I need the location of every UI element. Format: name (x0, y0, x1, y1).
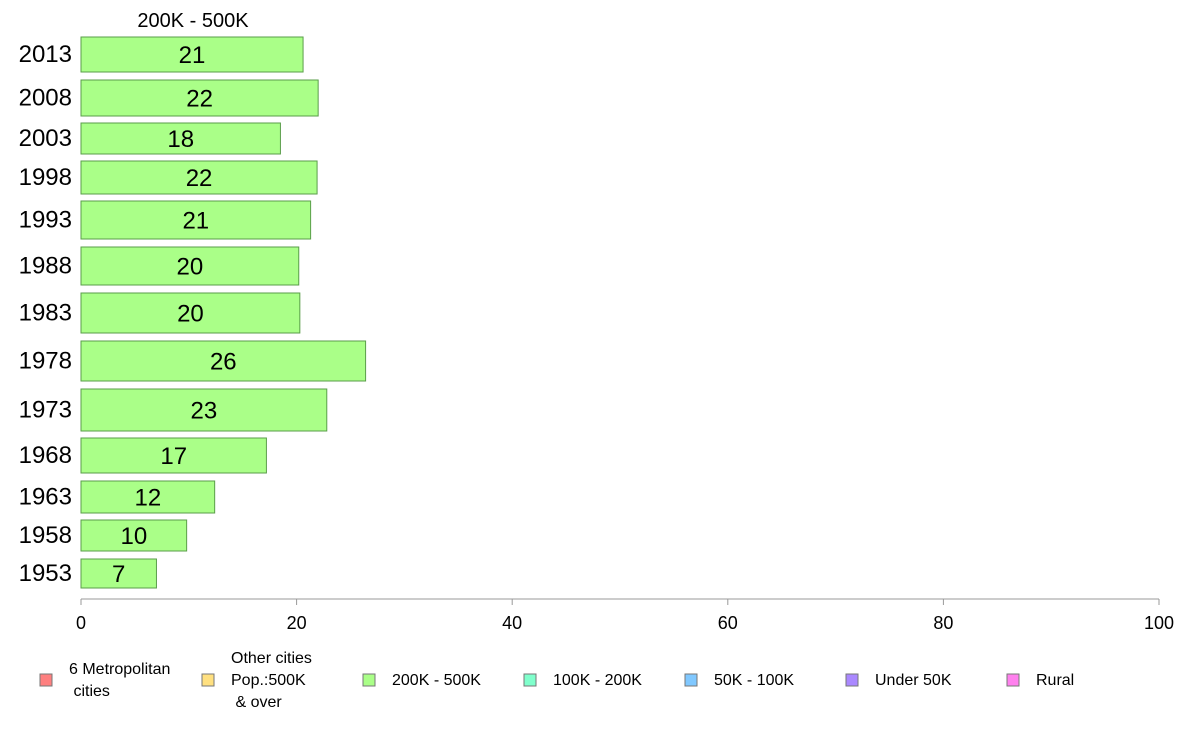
legend-label-line: 100K - 200K (553, 672, 642, 689)
year-label-2003: 2003 (19, 125, 72, 152)
year-label-1973: 1973 (19, 397, 72, 424)
data-label-2008: 22 (186, 86, 213, 113)
legend-label-5: Under 50K (875, 672, 952, 689)
x-tick-label-0: 0 (76, 613, 86, 633)
bar-1983 (80, 292, 301, 334)
year-label-2013: 2013 (19, 41, 72, 68)
year-label-1998: 1998 (19, 164, 72, 191)
legend-label-1: Other cities Pop.:500K & over (231, 650, 312, 711)
data-label-1998: 22 (186, 165, 213, 192)
legend-swatch-3 (523, 673, 537, 687)
bar-1968 (80, 437, 267, 474)
x-tick-label-40: 40 (502, 613, 522, 633)
legend-swatch-6 (1006, 673, 1020, 687)
legend-label-line: Pop.:500K (231, 672, 306, 689)
legend-label-line: Under 50K (875, 672, 952, 689)
year-label-1988: 1988 (19, 253, 72, 280)
year-label-1983: 1983 (19, 300, 72, 327)
legend: 6 Metropolitan cities Other cities Pop.:50… (39, 650, 1074, 711)
data-label-1983: 20 (177, 301, 204, 328)
legend-label-3: 100K - 200K (553, 672, 642, 689)
year-label-1993: 1993 (19, 207, 72, 234)
data-label-2013: 21 (179, 42, 206, 69)
legend-swatch-2 (362, 673, 376, 687)
year-label-1968: 1968 (19, 442, 72, 469)
bar-2008 (80, 79, 319, 117)
legend-label-line: 200K - 500K (392, 672, 481, 689)
bars-layer: 2013 21 2008 22 2003 18 1998 22 1993 21 1988 20 1983… (19, 36, 367, 589)
legend-swatch-0 (39, 673, 53, 687)
year-label-2008: 2008 (19, 85, 72, 112)
bar-2003 (80, 122, 281, 155)
bar-1993 (80, 200, 312, 240)
bar-2013 (80, 36, 304, 73)
data-label-1958: 10 (120, 523, 147, 550)
legend-label-line: 50K - 100K (714, 672, 794, 689)
data-label-1953: 7 (112, 561, 125, 588)
chart-title: 200K - 500K (137, 10, 249, 32)
year-label-1958: 1958 (19, 522, 72, 549)
year-label-1963: 1963 (19, 484, 72, 511)
legend-label-line: Rural (1036, 672, 1074, 689)
legend-label-0: 6 Metropolitan cities (69, 661, 170, 700)
legend-label-6: Rural (1036, 672, 1074, 689)
bar-1973 (80, 388, 328, 432)
legend-label-line: & over (231, 694, 282, 711)
x-axis: 0 20 40 60 80 100 (76, 598, 1174, 633)
data-label-1973: 23 (191, 398, 218, 425)
data-label-1978: 26 (210, 349, 237, 376)
data-label-1988: 20 (177, 254, 204, 281)
bar-1953 (80, 558, 157, 589)
bar-1998 (80, 160, 318, 195)
x-tick-label-100: 100 (1144, 613, 1174, 633)
data-label-1968: 17 (160, 443, 187, 470)
bar-1988 (80, 246, 300, 286)
data-label-2003: 18 (167, 126, 194, 153)
legend-label-2: 200K - 500K (392, 672, 481, 689)
legend-swatch-5 (845, 673, 859, 687)
legend-label-line: cities (69, 683, 110, 700)
bar-1978 (80, 340, 367, 382)
legend-swatch-1 (201, 673, 215, 687)
x-tick-label-80: 80 (933, 613, 953, 633)
x-tick-label-60: 60 (718, 613, 738, 633)
legend-label-line: 6 Metropolitan (69, 661, 170, 678)
bar-1963 (80, 480, 216, 514)
legend-label-4: 50K - 100K (714, 672, 794, 689)
legend-swatch-4 (684, 673, 698, 687)
data-label-1963: 12 (134, 485, 161, 512)
legend-label-line: Other cities (231, 650, 312, 667)
year-label-1953: 1953 (19, 560, 72, 587)
x-tick-label-20: 20 (287, 613, 307, 633)
year-label-1978: 1978 (19, 348, 72, 375)
bar-1958 (80, 519, 188, 552)
data-label-1993: 21 (182, 208, 209, 235)
